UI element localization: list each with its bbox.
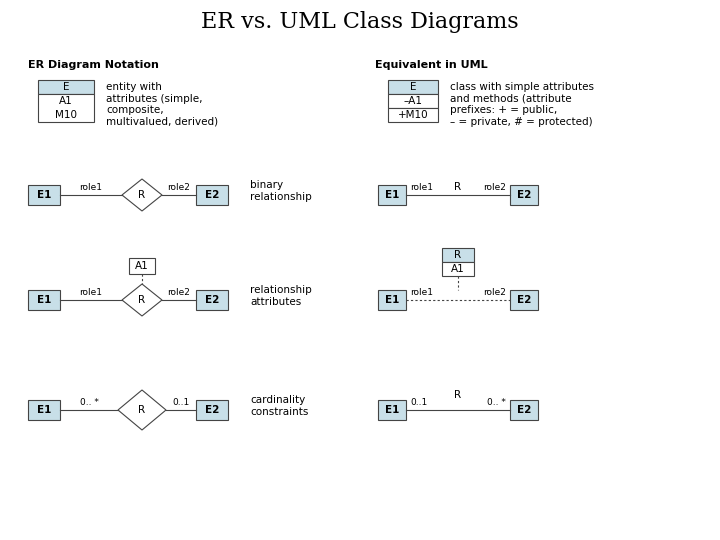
Polygon shape [122, 284, 162, 316]
Bar [510, 400, 538, 420]
Text: E1: E1 [37, 190, 51, 200]
Text: role1: role1 [410, 183, 433, 192]
Text: E2: E2 [517, 295, 531, 305]
Text: role1: role1 [410, 288, 433, 297]
Text: relationship
attributes: relationship attributes [250, 285, 312, 307]
Text: E1: E1 [384, 405, 399, 415]
Text: ER Diagram Notation: ER Diagram Notation [28, 60, 159, 70]
Text: ER vs. UML Class Diagrams: ER vs. UML Class Diagrams [201, 11, 519, 33]
Text: R: R [138, 295, 145, 305]
Bar [196, 185, 228, 205]
Bar [388, 94, 438, 108]
Bar [196, 400, 228, 420]
Bar [38, 80, 94, 94]
Text: R: R [454, 250, 462, 260]
Text: 0..1: 0..1 [410, 398, 427, 407]
Text: E2: E2 [517, 190, 531, 200]
Text: role1: role1 [79, 183, 102, 192]
Text: E1: E1 [37, 405, 51, 415]
Text: E: E [410, 82, 416, 92]
Bar [442, 262, 474, 276]
Text: role2: role2 [483, 183, 506, 192]
Text: entity with
attributes (simple,
composite,
multivalued, derived): entity with attributes (simple, composit… [106, 82, 218, 127]
Bar [388, 108, 438, 122]
Text: R: R [138, 190, 145, 200]
Text: cardinality
constraints: cardinality constraints [250, 395, 308, 417]
Bar [28, 290, 60, 310]
Bar [28, 400, 60, 420]
Bar [510, 290, 538, 310]
Text: M10: M10 [55, 110, 77, 120]
Bar [510, 185, 538, 205]
Bar [378, 185, 406, 205]
Text: R: R [454, 390, 462, 400]
Text: role2: role2 [483, 288, 506, 297]
Bar [388, 80, 438, 94]
Text: A1: A1 [59, 96, 73, 106]
Text: E2: E2 [204, 405, 219, 415]
Bar [378, 290, 406, 310]
Bar [28, 185, 60, 205]
Text: Equivalent in UML: Equivalent in UML [375, 60, 487, 70]
Text: role1: role1 [79, 288, 102, 297]
Text: E2: E2 [204, 190, 219, 200]
Text: 0.. *: 0.. * [487, 398, 506, 407]
Text: role2: role2 [168, 288, 190, 297]
Text: –A1: –A1 [403, 96, 423, 106]
Bar [38, 94, 94, 122]
Text: +M10: +M10 [397, 110, 428, 120]
Text: binary
relationship: binary relationship [250, 180, 312, 202]
Text: E1: E1 [384, 295, 399, 305]
Polygon shape [122, 179, 162, 211]
Text: E: E [63, 82, 69, 92]
Text: 0..1: 0..1 [172, 398, 189, 407]
Text: A1: A1 [451, 264, 465, 274]
Text: E2: E2 [517, 405, 531, 415]
Polygon shape [118, 390, 166, 430]
Text: E1: E1 [37, 295, 51, 305]
Bar [196, 290, 228, 310]
Bar [378, 400, 406, 420]
Text: R: R [138, 405, 145, 415]
Text: R: R [454, 182, 462, 192]
Text: role2: role2 [168, 183, 190, 192]
Text: E2: E2 [204, 295, 219, 305]
Text: 0.. *: 0.. * [80, 398, 99, 407]
Text: E1: E1 [384, 190, 399, 200]
Text: A1: A1 [135, 261, 149, 271]
Text: class with simple attributes
and methods (attribute
prefixes: + = public,
– = pr: class with simple attributes and methods… [450, 82, 594, 127]
Bar [129, 258, 155, 274]
Bar [442, 248, 474, 262]
